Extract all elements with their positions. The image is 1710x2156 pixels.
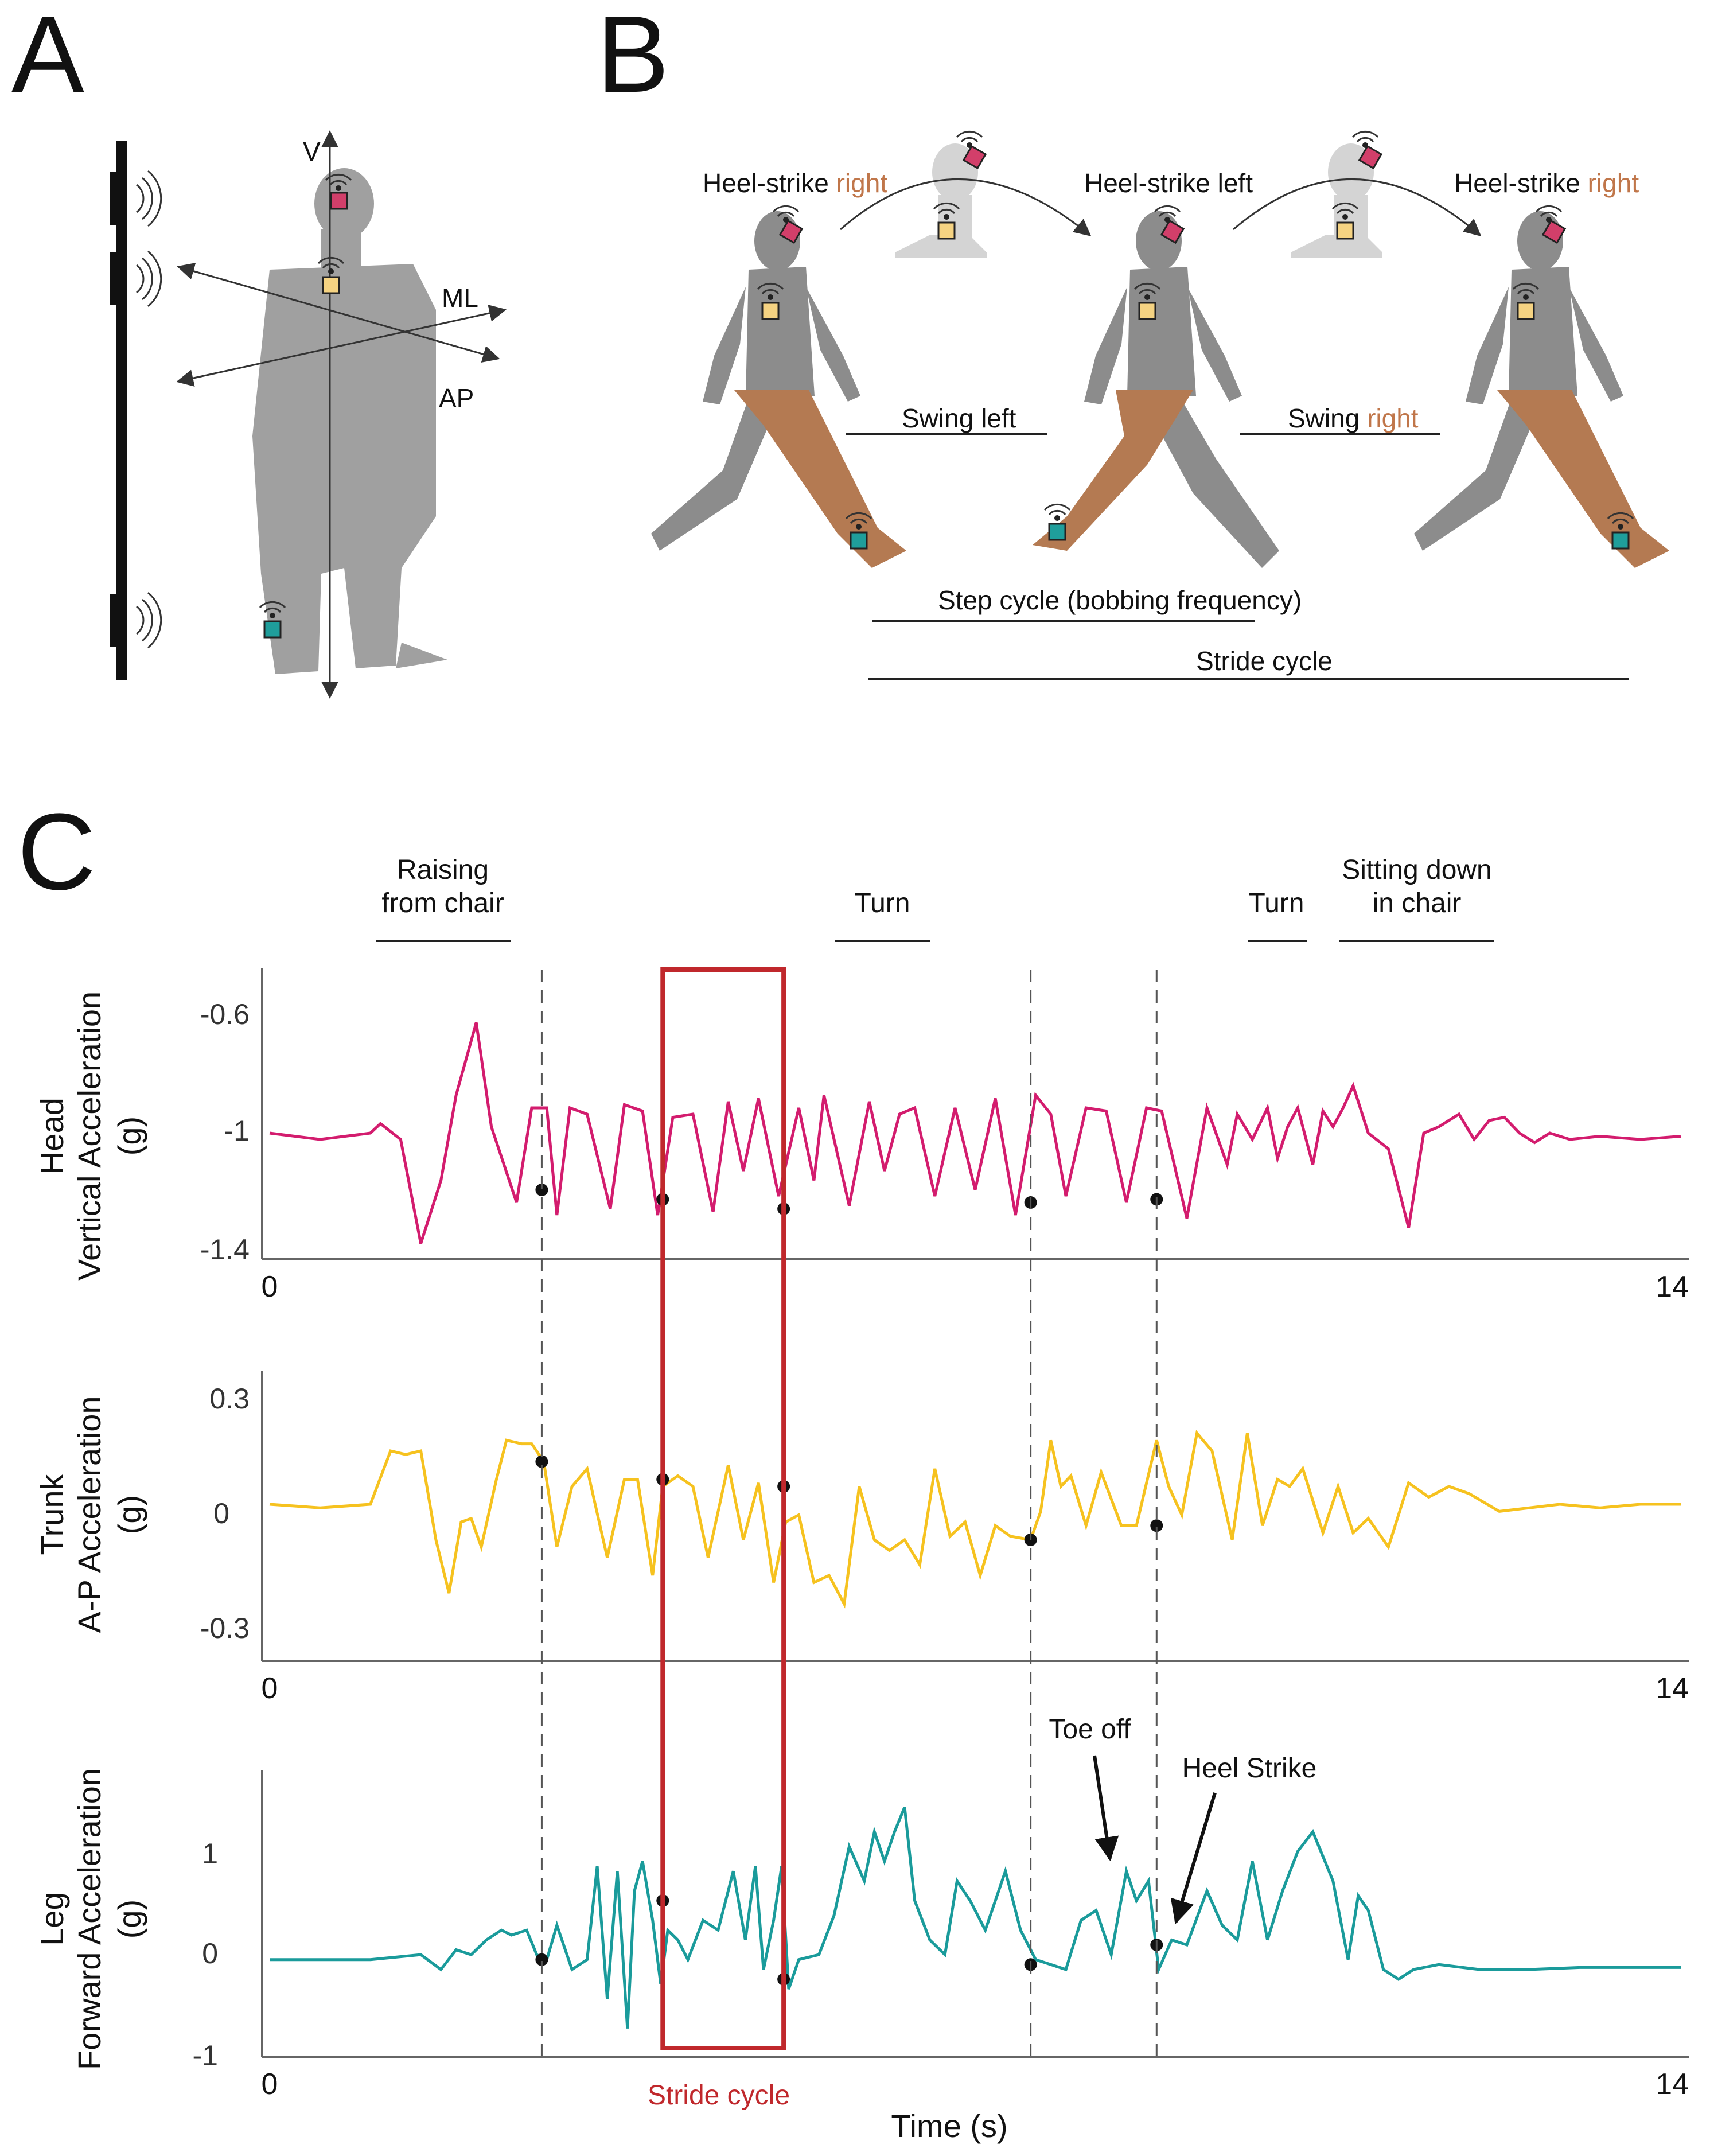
- panel-label-a: A: [11, 0, 84, 115]
- raising-label-2: from chair: [381, 888, 504, 919]
- panel-a-sensors: [259, 173, 352, 639]
- stride-cycle-label: Stride cycle: [1196, 646, 1333, 676]
- chart-head: Head Vertical Acceleration (g) -0.6 -1 -…: [34, 968, 1689, 1303]
- leg-ylabel: Forward Acceleration: [71, 1768, 107, 2070]
- panel-label-c: C: [17, 791, 96, 913]
- sensor-pole: [110, 141, 162, 680]
- trunk-series-line: [269, 1430, 1681, 1609]
- raising-label-1: Raising: [397, 855, 489, 885]
- sitting-label-1: Sitting down: [1342, 855, 1492, 885]
- leg-xtick-start: 0: [262, 2068, 278, 2101]
- trunk-event-marker: [1150, 1519, 1163, 1532]
- leg-series-line: [270, 1807, 1681, 2029]
- step-cycle-label: Step cycle (bobbing frequency): [938, 585, 1302, 615]
- trunk-ytick-1: 0.3: [209, 1383, 250, 1415]
- chart-leg: Leg Forward Acceleration (g) 1 0 -1 0 14: [34, 1768, 1689, 2101]
- heel-strike-arrow: [1170, 1792, 1217, 1925]
- walker-3: [1414, 211, 1669, 568]
- heel-strike-right-1: Heel-strike right: [703, 168, 887, 198]
- head-ytick-2: -1: [224, 1115, 250, 1147]
- toe-off-label: Toe off: [1049, 1714, 1131, 1745]
- head-series-line: [269, 1022, 1681, 1244]
- head-ylabel: Vertical Acceleration: [71, 991, 107, 1281]
- trunk-ytick-2: 0: [213, 1497, 229, 1530]
- head-ytick-1: -0.6: [200, 998, 250, 1030]
- leg-title: Leg: [34, 1892, 70, 1945]
- turn-label-2: Turn: [1249, 888, 1304, 919]
- trunk-xtick-start: 0: [262, 1672, 278, 1705]
- leg-ytick-2: 0: [202, 1937, 218, 1970]
- swing-right-label: Swing right: [1288, 403, 1419, 433]
- chart-trunk: Trunk A-P Acceleration (g) 0.3 0 -0.3 0 …: [34, 1371, 1689, 1705]
- turn-label-1: Turn: [855, 888, 910, 919]
- walker-1: [651, 211, 906, 568]
- swing-left-label: Swing left: [902, 403, 1016, 433]
- leg-xtick-end: 14: [1656, 2068, 1689, 2101]
- axis-label-ml: ML: [442, 283, 478, 313]
- trunk-yunit: (g): [111, 1495, 147, 1534]
- transition-arcs: [840, 178, 1482, 236]
- heel-strike-label: Heel Strike: [1182, 1753, 1317, 1784]
- standing-person: [252, 168, 447, 674]
- head-event-marker: [535, 1184, 548, 1196]
- axis-label-ap: AP: [439, 383, 474, 413]
- stride-cycle-box: [660, 967, 786, 2050]
- heel-strike-left: Heel-strike left: [1084, 168, 1253, 198]
- trunk-ylabel: A-P Acceleration: [71, 1396, 107, 1633]
- axis-label-v: V: [303, 137, 321, 166]
- head-xtick-end: 14: [1656, 1270, 1689, 1303]
- head-ytick-3: -1.4: [200, 1233, 250, 1266]
- panel-b-sensors: [757, 130, 1634, 550]
- walker-2: [1033, 211, 1279, 568]
- body-axes: [176, 130, 507, 699]
- head-xtick-start: 0: [262, 1270, 278, 1303]
- trunk-ytick-3: -0.3: [200, 1612, 250, 1644]
- heel-strike-right-2: Heel-strike right: [1454, 168, 1639, 198]
- head-title: Head: [34, 1098, 70, 1174]
- trunk-title: Trunk: [34, 1473, 70, 1555]
- x-axis-title: Time (s): [891, 2108, 1007, 2144]
- leg-sensor-icon: [263, 620, 282, 639]
- head-yunit: (g): [111, 1116, 147, 1155]
- trunk-sensor-icon: [322, 276, 340, 294]
- gait-event-lines: [540, 970, 1158, 2057]
- leg-yunit: (g): [111, 1900, 147, 1939]
- trunk-xtick-end: 14: [1656, 1672, 1689, 1705]
- trunk-event-marker: [535, 1455, 548, 1468]
- leg-ytick-3: -1: [193, 2040, 218, 2072]
- head-sensor-icon: [330, 192, 348, 210]
- panel-label-b: B: [597, 0, 669, 115]
- stride-cycle-box-label: Stride cycle: [648, 2080, 790, 2111]
- leg-ytick-1: 1: [202, 1838, 218, 1870]
- leg-event-marker: [535, 1953, 548, 1966]
- toe-off-arrow: [1093, 1755, 1119, 1862]
- sitting-label-2: in chair: [1373, 888, 1462, 919]
